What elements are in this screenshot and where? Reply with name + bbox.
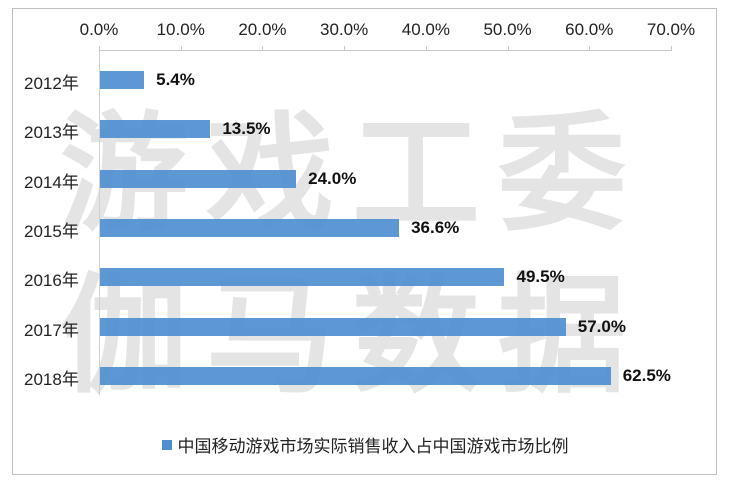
bar — [100, 366, 611, 385]
category-label: 2014年 — [24, 172, 79, 192]
bar — [100, 218, 400, 237]
legend-label: 中国移动游戏市场实际销售收入占中国游戏市场比例 — [177, 437, 569, 456]
x-tick — [671, 46, 672, 51]
x-tick — [262, 46, 264, 51]
x-tick-label: 20.0% — [238, 20, 287, 39]
category-label: 2016年 — [24, 271, 79, 291]
legend: 中国移动游戏市场实际销售收入占中国游戏市场比例 — [0, 432, 730, 457]
bar — [100, 71, 145, 89]
x-tick-label: 50.0% — [483, 20, 532, 39]
y-axis-line — [99, 50, 100, 395]
x-tick-label: 30.0% — [320, 20, 369, 39]
bar — [100, 268, 505, 287]
data-label: 62.5% — [622, 365, 671, 385]
x-tick — [425, 46, 427, 51]
category-label: 2013年 — [24, 123, 79, 143]
x-axis-line — [99, 50, 671, 51]
legend-swatch — [161, 439, 172, 450]
x-tick — [99, 46, 100, 51]
x-tick-label: 0.0% — [79, 20, 119, 39]
x-tick — [344, 46, 346, 51]
x-tick-label: 40.0% — [401, 20, 450, 39]
bar — [100, 120, 211, 139]
x-tick-label: 70.0% — [646, 20, 696, 39]
x-tick-label: 60.0% — [565, 20, 614, 39]
data-label: 57.0% — [577, 316, 626, 336]
data-label: 36.6% — [411, 217, 460, 237]
bar — [100, 317, 566, 336]
data-label: 13.5% — [222, 119, 271, 139]
category-label: 2012年 — [24, 74, 79, 93]
category-label: 2018年 — [24, 369, 79, 389]
data-label: 24.0% — [308, 168, 357, 188]
data-label: 49.5% — [516, 267, 565, 287]
bar — [100, 169, 297, 188]
category-label: 2015年 — [24, 221, 79, 241]
x-tick — [507, 46, 509, 51]
x-tick — [180, 46, 182, 51]
watermark-bottom: 伽马数据 — [60, 262, 645, 411]
x-tick — [589, 46, 591, 51]
data-label: 5.4% — [156, 70, 195, 89]
category-label: 2017年 — [24, 320, 79, 340]
x-tick-label: 10.0% — [156, 20, 205, 39]
